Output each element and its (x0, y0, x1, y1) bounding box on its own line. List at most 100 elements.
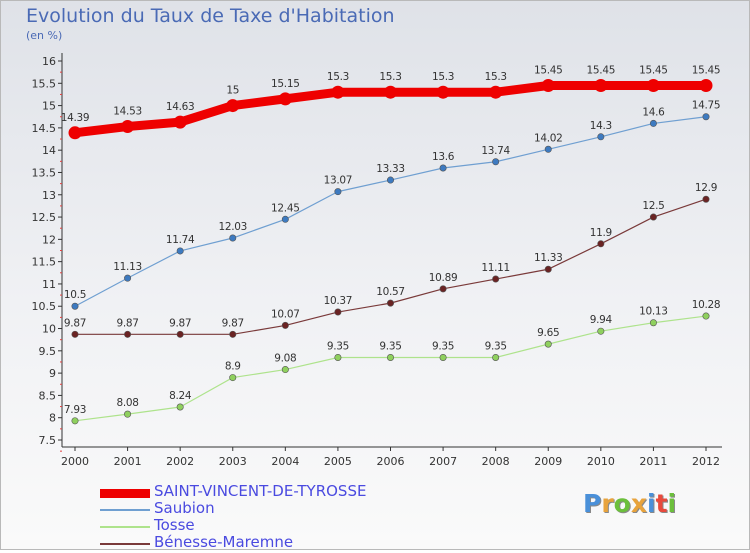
data-label: 9.65 (537, 327, 559, 339)
y-tick-label: 9 (49, 367, 56, 380)
data-label: 9.87 (64, 317, 86, 329)
data-label: 15.3 (327, 71, 349, 83)
data-point (173, 115, 187, 129)
data-label: 12.45 (271, 202, 300, 214)
x-tick-label: 2010 (587, 455, 615, 468)
x-tick-label: 2001 (114, 455, 142, 468)
data-label: 14.63 (166, 101, 195, 113)
data-point (597, 327, 605, 335)
y-tick-label: 11 (42, 278, 56, 291)
x-tick-label: 2012 (692, 455, 720, 468)
x-tick-label: 2007 (429, 455, 457, 468)
data-label: 13.74 (481, 145, 510, 157)
data-label: 11.9 (590, 227, 612, 239)
data-point (229, 234, 237, 242)
data-point (278, 92, 292, 106)
data-point (384, 85, 397, 99)
x-tick-label: 2003 (219, 455, 247, 468)
data-point (71, 302, 79, 310)
data-point (699, 79, 713, 93)
y-tick-label: 7.5 (39, 434, 57, 447)
data-point (281, 321, 289, 329)
x-tick-label: 2006 (377, 455, 405, 468)
data-label: 10.37 (324, 295, 353, 307)
x-tick-label: 2000 (61, 455, 89, 468)
data-label: 11.13 (113, 261, 142, 273)
y-tick-label: 13.5 (32, 166, 57, 179)
data-point (439, 164, 447, 172)
data-point (124, 330, 132, 338)
logo-letter: o (613, 489, 631, 518)
data-label: 13.33 (376, 163, 405, 175)
x-tick-label: 2004 (271, 455, 299, 468)
data-point (176, 403, 184, 411)
data-label: 11.74 (166, 234, 195, 246)
data-label: 8.24 (169, 390, 192, 402)
data-point (229, 374, 237, 382)
data-label: 14.53 (113, 106, 142, 118)
data-point (544, 340, 552, 348)
data-label: 9.87 (222, 317, 244, 329)
data-label: 11.11 (481, 262, 510, 274)
data-point (489, 85, 503, 99)
legend-swatch (100, 489, 150, 498)
data-point (541, 79, 555, 93)
data-label: 10.28 (692, 299, 721, 311)
data-label: 15.45 (534, 65, 563, 77)
data-label: 9.35 (432, 341, 454, 353)
data-label: 9.35 (485, 341, 507, 353)
legend-label: Saubion (154, 499, 215, 517)
data-label: 15 (226, 85, 239, 97)
data-label: 7.93 (64, 404, 86, 416)
y-tick-label: 12.5 (32, 211, 57, 224)
y-tick-label: 9.5 (39, 345, 57, 358)
y-tick-label: 14 (42, 144, 56, 157)
y-tick-label: 10.5 (32, 300, 57, 313)
data-point (492, 275, 500, 283)
data-point (386, 354, 394, 362)
data-point (649, 119, 657, 127)
data-point (71, 330, 79, 338)
logo-letter: P (583, 489, 602, 518)
data-label: 9.08 (274, 353, 296, 365)
data-label: 10.57 (376, 286, 405, 298)
legend-item-saubion: Saubion (100, 499, 420, 519)
data-point (544, 145, 552, 153)
data-point (597, 133, 605, 141)
data-point (386, 299, 394, 307)
legend-item-benesse: Bénesse-Maremne (100, 533, 420, 553)
data-label: 14.02 (534, 132, 563, 144)
series-line (74, 315, 707, 422)
legend-item-tosse: Tosse (100, 516, 420, 536)
data-point (646, 79, 660, 93)
data-point (68, 126, 82, 140)
y-tick-label: 8 (49, 412, 56, 425)
data-label: 11.33 (534, 252, 563, 264)
y-tick-label: 11.5 (32, 256, 57, 269)
data-point (436, 85, 450, 99)
x-tick-label: 2002 (166, 455, 194, 468)
data-label: 12.9 (695, 182, 717, 194)
data-point (71, 417, 79, 425)
data-label: 13.07 (324, 175, 353, 187)
y-tick-label: 13 (42, 189, 56, 202)
x-tick-label: 2008 (482, 455, 510, 468)
data-point (597, 240, 605, 248)
data-point (439, 285, 447, 293)
data-label: 12.03 (218, 221, 247, 233)
legend-swatch (100, 509, 150, 511)
x-tick-label: 2005 (324, 455, 352, 468)
data-point (649, 213, 657, 221)
data-label: 15.15 (271, 78, 300, 90)
data-point (124, 274, 132, 282)
data-point (702, 312, 710, 320)
data-label: 15.45 (692, 65, 721, 77)
data-label: 14.39 (61, 112, 90, 124)
data-point (492, 354, 500, 362)
y-tick-label: 12 (42, 233, 56, 246)
y-tick-label: 15.5 (32, 77, 57, 90)
data-label: 14.6 (642, 106, 665, 118)
data-point (702, 195, 710, 203)
series-line (74, 116, 707, 307)
